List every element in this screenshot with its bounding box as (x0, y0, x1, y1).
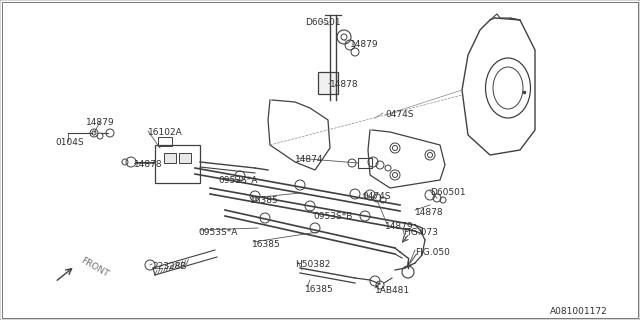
Bar (358, 158, 372, 168)
Bar (318, 72, 338, 94)
Text: D60501: D60501 (430, 188, 466, 197)
Text: 16385: 16385 (252, 240, 281, 249)
Text: A081001172: A081001172 (550, 307, 608, 316)
Text: H50382: H50382 (295, 260, 330, 269)
Text: FIG.073: FIG.073 (403, 228, 438, 237)
Text: FIG.050: FIG.050 (415, 248, 450, 257)
Text: D60501: D60501 (305, 18, 340, 27)
Text: 0953S*B: 0953S*B (313, 212, 353, 221)
Text: 1AB481: 1AB481 (375, 286, 410, 295)
Text: 0474S: 0474S (385, 110, 413, 119)
Text: 0474S: 0474S (362, 192, 390, 201)
Text: 14878: 14878 (330, 80, 358, 89)
Text: 14879: 14879 (350, 40, 379, 49)
Text: 14879: 14879 (86, 118, 115, 127)
Text: 0104S: 0104S (55, 138, 84, 147)
Bar (179, 153, 191, 163)
Bar (158, 137, 172, 146)
Bar (164, 153, 176, 163)
Text: 0953S*A: 0953S*A (218, 176, 257, 185)
Text: 14874: 14874 (295, 155, 323, 164)
Text: 14878: 14878 (134, 160, 163, 169)
Text: 16102A: 16102A (148, 128, 183, 137)
Text: 16385: 16385 (305, 285, 333, 294)
Text: 14879: 14879 (385, 222, 413, 231)
Text: 0953S*A: 0953S*A (198, 228, 237, 237)
Bar (155, 145, 200, 183)
Text: 14878: 14878 (415, 208, 444, 217)
Text: 16385: 16385 (250, 196, 279, 205)
Text: FRONT: FRONT (79, 256, 110, 279)
Text: 22328B: 22328B (152, 262, 186, 271)
